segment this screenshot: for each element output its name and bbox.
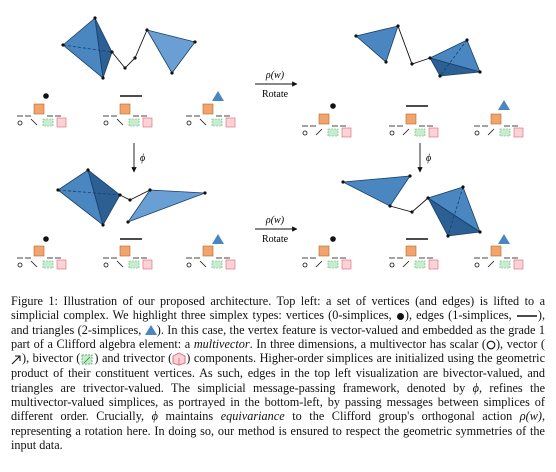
multivector-edge xyxy=(389,245,439,270)
multivector-vertex xyxy=(17,103,67,128)
simplicial-complex xyxy=(61,16,197,80)
triangle-inline-icon xyxy=(144,325,157,336)
multivector-edge xyxy=(103,103,153,128)
phi-arrow-left: ϕ xyxy=(131,143,145,173)
phi-symbol: ϕ xyxy=(151,409,158,424)
simplicial-complex-rotated xyxy=(354,24,482,78)
bivector-inline-icon xyxy=(81,354,93,365)
multivector-vertex xyxy=(17,245,67,270)
rho-label-bottom: ρ(w) xyxy=(265,215,285,226)
edge-inline-icon xyxy=(516,315,537,318)
vertex-type-icon xyxy=(330,236,336,242)
rotate-label-bottom: Rotate xyxy=(262,234,289,245)
panel-top-left xyxy=(17,16,236,128)
triangle-type-icon xyxy=(498,100,510,110)
triangle-type-icon xyxy=(212,91,224,101)
multivector-edge xyxy=(103,245,153,270)
simplicial-complex-refined-rotated xyxy=(341,174,482,238)
rotate-arrow-bottom: ρ(w) Rotate xyxy=(255,215,298,245)
triangle-type-icon xyxy=(498,234,510,244)
panel-bottom-right xyxy=(302,174,524,270)
trivector-inline-icon xyxy=(172,352,186,366)
vertex-inline-icon xyxy=(396,312,404,320)
figure-caption: Figure 1: Illustration of our proposed a… xyxy=(11,294,546,452)
multivector-triangle xyxy=(474,245,524,270)
vector-inline-icon xyxy=(11,355,21,365)
panel-bottom-left xyxy=(17,168,236,270)
rotate-arrow-top: ρ(w) Rotate xyxy=(255,70,298,100)
panel-top-right xyxy=(302,24,524,138)
multivector-triangle xyxy=(474,113,524,138)
phi-arrow-right: ϕ xyxy=(417,143,431,173)
phi-label-left: ϕ xyxy=(140,153,145,164)
multivector-term: multivector xyxy=(193,336,250,351)
scalar-inline-icon xyxy=(486,340,496,350)
rho-label-top: ρ(w) xyxy=(265,70,285,81)
vertex-type-icon xyxy=(43,236,49,242)
multivector-vertex xyxy=(302,113,352,138)
triangle-type-icon xyxy=(212,234,224,244)
multivector-triangle xyxy=(186,245,236,270)
vertex-type-icon xyxy=(43,93,49,99)
architecture-figure: ρ(w) Rotate ρ(w) Rotate ϕ ϕ xyxy=(17,16,524,270)
rotate-label-top: Rotate xyxy=(262,89,289,100)
figure-label: Figure 1: xyxy=(11,294,58,308)
multivector-triangle xyxy=(186,103,236,128)
vertex-type-icon xyxy=(330,103,336,109)
phi-symbol: ϕ xyxy=(472,380,479,395)
simplicial-complex-refined xyxy=(56,168,207,227)
equivariance-term: equivariance xyxy=(220,409,285,424)
phi-label-right: ϕ xyxy=(426,153,431,164)
rho-symbol: ρ(w) xyxy=(519,409,542,424)
multivector-vertex xyxy=(302,245,352,270)
multivector-edge xyxy=(389,113,439,138)
